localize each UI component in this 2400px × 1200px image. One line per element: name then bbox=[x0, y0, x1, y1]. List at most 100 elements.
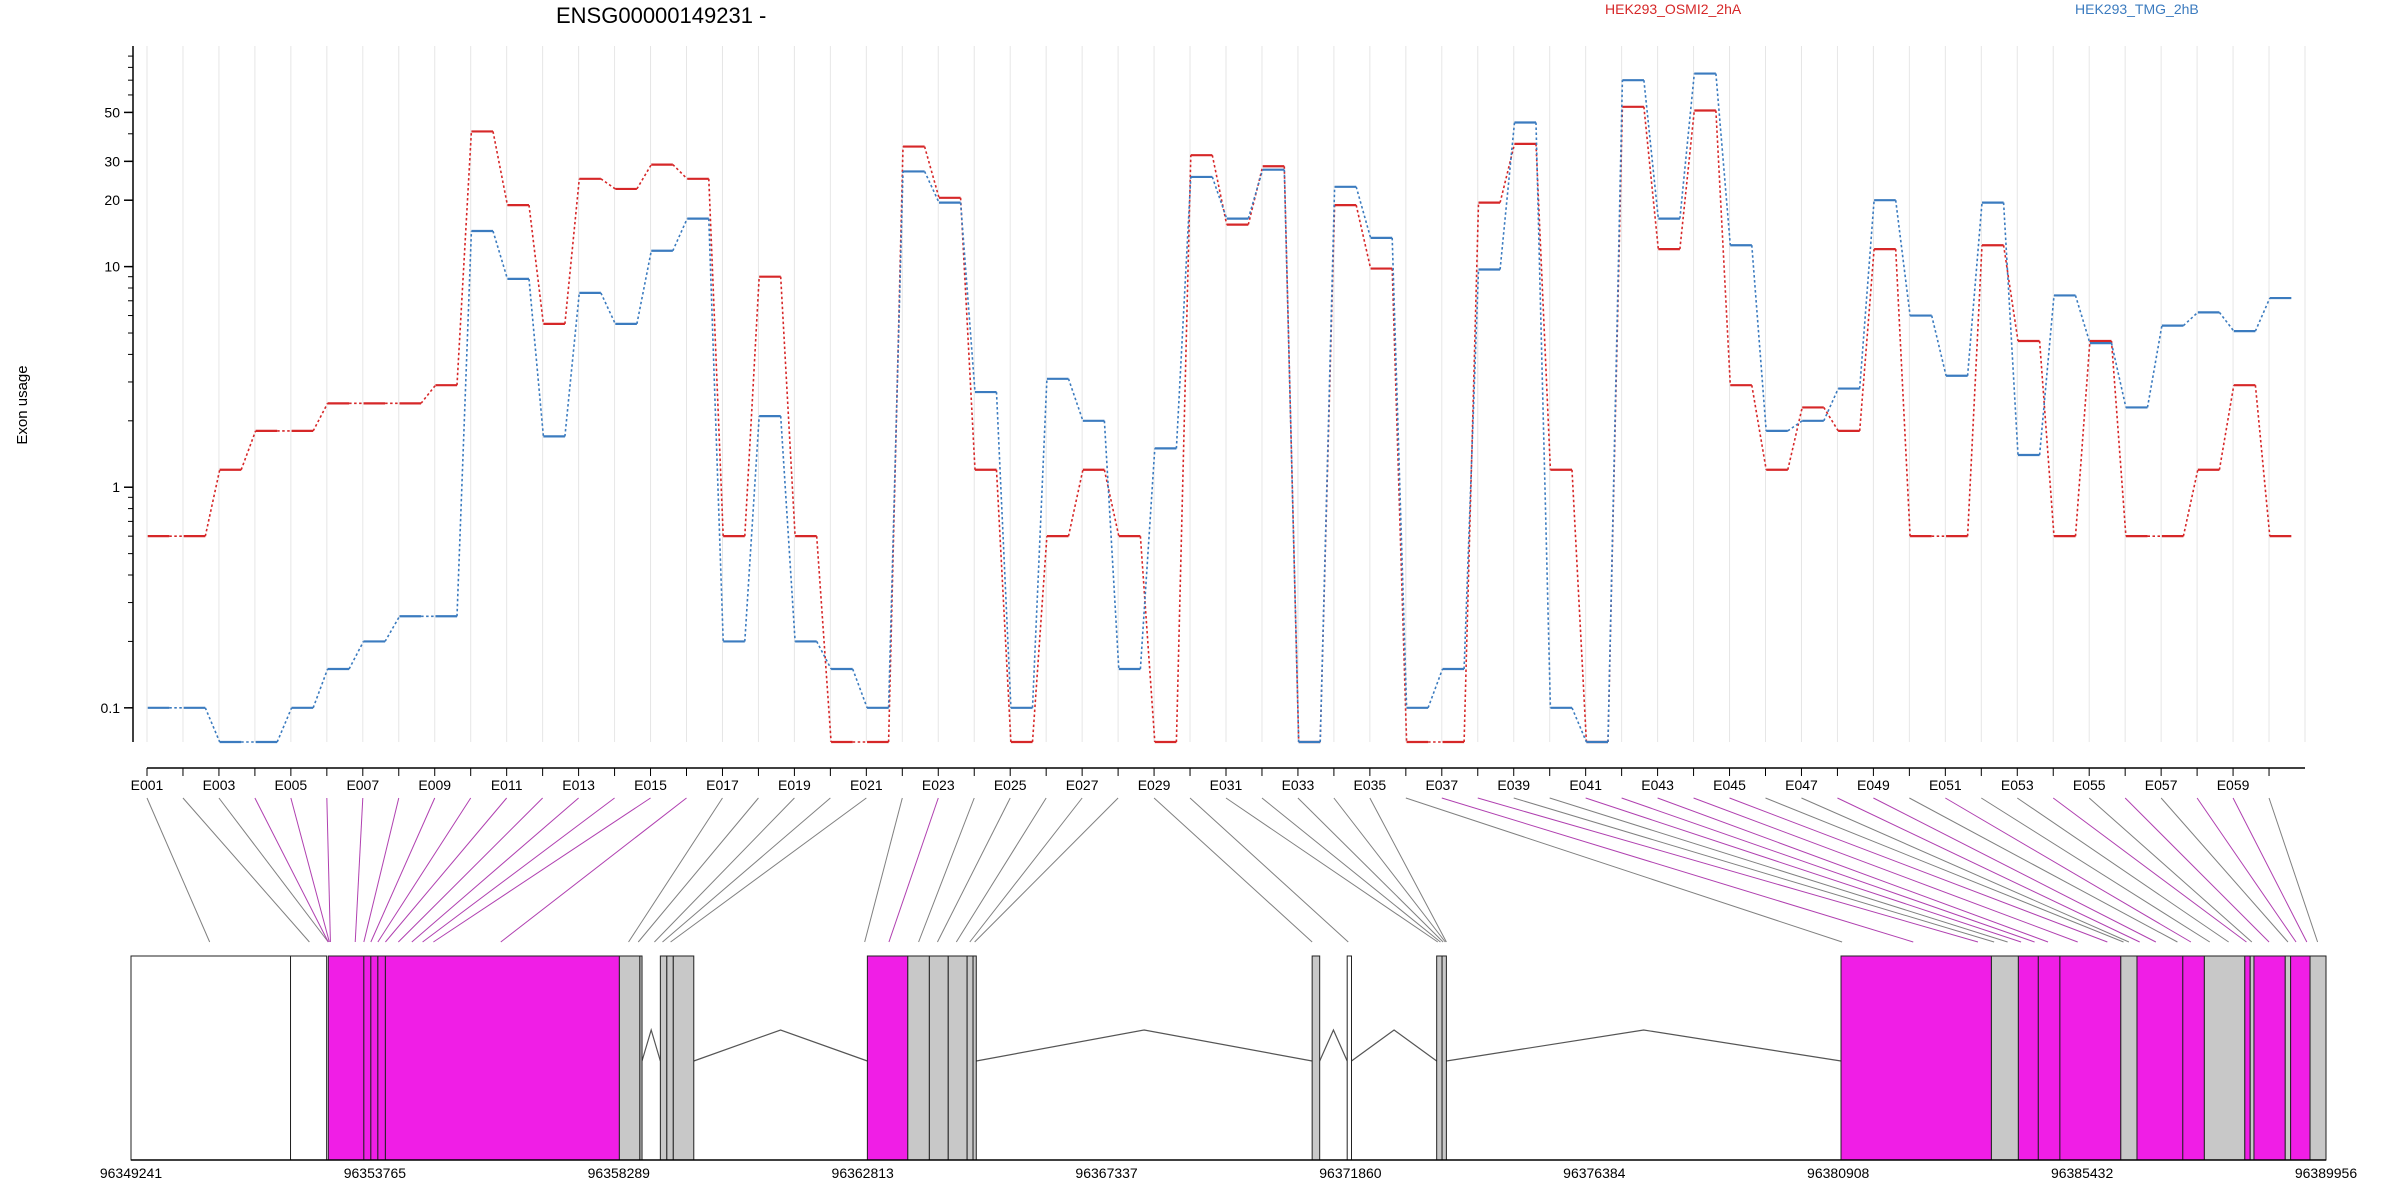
exon-block bbox=[2136, 955, 2184, 1161]
gene-model: 96349241 96353765 96358289 96362813 96367337… bbox=[100, 955, 2357, 1181]
intron bbox=[1319, 1028, 1348, 1062]
x-tick-label: E041 bbox=[1569, 777, 1602, 793]
exon-link bbox=[411, 797, 579, 943]
exon-block bbox=[1441, 955, 1447, 1161]
x-tick-label: E057 bbox=[2145, 777, 2178, 793]
exon-link bbox=[1981, 797, 2211, 943]
exon-link bbox=[1693, 797, 2078, 943]
y-tick-label: 1 bbox=[112, 479, 120, 495]
exon-block bbox=[2017, 955, 2039, 1161]
exon-link bbox=[433, 797, 651, 943]
genomic-coordinate-label: 96385432 bbox=[2051, 1165, 2114, 1181]
exon-link bbox=[1333, 797, 1446, 943]
exon-block bbox=[2203, 955, 2246, 1161]
exon-link bbox=[654, 797, 795, 943]
x-tick-label: E001 bbox=[131, 777, 164, 793]
exon-link bbox=[888, 797, 939, 943]
intron bbox=[1446, 1029, 1842, 1062]
exon-link bbox=[937, 797, 1011, 943]
exon-block bbox=[666, 955, 674, 1161]
exon-link bbox=[354, 797, 364, 943]
y-tick-label: 50 bbox=[104, 104, 120, 120]
x-tick-label: E031 bbox=[1210, 777, 1243, 793]
genomic-coordinate-label: 96362813 bbox=[832, 1165, 895, 1181]
x-tick-label: E005 bbox=[275, 777, 308, 793]
x-tick-label: E049 bbox=[1857, 777, 1890, 793]
exon-link bbox=[1945, 797, 2192, 943]
exon-block bbox=[1990, 955, 2019, 1161]
intron bbox=[976, 1029, 1313, 1062]
exon-link bbox=[864, 797, 903, 943]
exon-link bbox=[2196, 797, 2297, 943]
vertical-grid bbox=[146, 46, 2306, 742]
exon-link bbox=[637, 797, 759, 943]
series-connector bbox=[169, 106, 2271, 743]
chart-title: ENSG00000149231 - bbox=[556, 3, 766, 28]
exon-block bbox=[972, 955, 977, 1161]
series-connector bbox=[169, 73, 2271, 743]
exon-link bbox=[182, 797, 310, 943]
exon-link bbox=[1657, 797, 2049, 943]
exon-link bbox=[969, 797, 1083, 943]
exon-link bbox=[500, 797, 687, 943]
exon-block bbox=[2309, 955, 2327, 1161]
exon-link bbox=[1873, 797, 2157, 943]
exon-link bbox=[955, 797, 1047, 943]
exon-block bbox=[907, 955, 930, 1161]
exon-link bbox=[662, 797, 831, 943]
genomic-coordinate-label: 96376384 bbox=[1563, 1165, 1626, 1181]
exon-block bbox=[2182, 955, 2205, 1161]
exon-block bbox=[639, 955, 643, 1161]
exon-link bbox=[1909, 797, 2178, 943]
x-tick-label: E025 bbox=[994, 777, 1027, 793]
exon-link bbox=[1297, 797, 1444, 943]
exon-link bbox=[628, 797, 723, 943]
exon-link bbox=[974, 797, 1119, 943]
genomic-coordinate-label: 96371860 bbox=[1319, 1165, 1382, 1181]
exon-link bbox=[363, 797, 400, 943]
x-tick-label: E009 bbox=[418, 777, 451, 793]
exon-link bbox=[1369, 797, 1447, 943]
exon-block bbox=[672, 955, 695, 1161]
x-tick-label: E017 bbox=[706, 777, 739, 793]
exon-block bbox=[327, 955, 365, 1161]
exon-block bbox=[928, 955, 949, 1161]
exon-block bbox=[966, 955, 974, 1161]
exon-link bbox=[1261, 797, 1441, 943]
exon-link bbox=[1621, 797, 2035, 943]
x-tick-label: E043 bbox=[1641, 777, 1674, 793]
exon-block bbox=[2284, 955, 2292, 1161]
y-axis-label: Exon usage bbox=[14, 365, 31, 444]
exon-block bbox=[2253, 955, 2286, 1161]
y-tick-label: 10 bbox=[104, 259, 120, 275]
series-lines bbox=[147, 72, 2292, 744]
y-tick-label: 30 bbox=[104, 153, 120, 169]
exon-block bbox=[1436, 955, 1443, 1161]
exon-block bbox=[370, 955, 379, 1161]
genomic-coordinate-label: 96349241 bbox=[100, 1165, 163, 1181]
exon-block bbox=[2120, 955, 2138, 1161]
y-tick-label: 0.1 bbox=[101, 700, 121, 716]
exon-block bbox=[1840, 955, 1992, 1161]
exon-link bbox=[1585, 797, 2022, 943]
exon-link bbox=[2268, 797, 2319, 943]
exon-link bbox=[1801, 797, 2130, 943]
exon-link bbox=[918, 797, 975, 943]
exon-block bbox=[2290, 955, 2311, 1161]
x-tick-label: E027 bbox=[1066, 777, 1099, 793]
exon-block bbox=[363, 955, 372, 1161]
x-tick-label: E039 bbox=[1497, 777, 1530, 793]
exon-link bbox=[1513, 797, 1995, 943]
x-tick-label: E021 bbox=[850, 777, 883, 793]
exon-link bbox=[2052, 797, 2247, 943]
genomic-coordinate-label: 96367337 bbox=[1075, 1165, 1138, 1181]
exon-link bbox=[1549, 797, 2008, 943]
legend-series-2: HEK293_TMG_2hB bbox=[2075, 1, 2199, 17]
exon-block bbox=[2037, 955, 2061, 1161]
exon-link bbox=[422, 797, 615, 943]
exon-block bbox=[2059, 955, 2122, 1161]
x-tick-label: E007 bbox=[346, 777, 379, 793]
x-tick-label: E029 bbox=[1138, 777, 1171, 793]
x-tick-label: E023 bbox=[922, 777, 955, 793]
intron bbox=[1351, 1029, 1438, 1062]
